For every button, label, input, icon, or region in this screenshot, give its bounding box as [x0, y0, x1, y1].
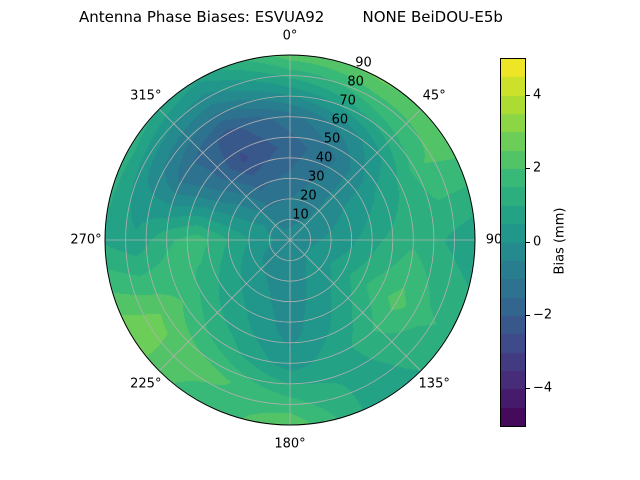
colorbar-tick — [526, 241, 530, 243]
radial-tick-label: 60 — [331, 112, 349, 128]
colorbar-tick-label: 2 — [533, 160, 542, 176]
radial-tick-label: 90 — [355, 55, 372, 71]
angular-tick-label: 135° — [418, 376, 450, 392]
radial-tick-label: 20 — [300, 188, 317, 204]
angular-tick-label: 45° — [422, 88, 446, 104]
colorbar-tick-label: −2 — [533, 307, 553, 323]
radial-tick-label: 70 — [339, 93, 356, 109]
angular-tick-label: 225° — [130, 376, 162, 392]
polar-contour-canvas — [100, 50, 480, 430]
angular-tick-label: 180° — [274, 436, 306, 452]
colorbar-axis-label: Bias (mm) — [552, 207, 568, 275]
angular-tick-label: 270° — [70, 232, 102, 248]
colorbar-tick-label: 0 — [533, 234, 542, 249]
colorbar — [500, 58, 526, 427]
radial-tick-label: 80 — [347, 74, 364, 90]
radial-tick-label: 40 — [315, 150, 333, 166]
colorbar-tick — [526, 314, 530, 316]
colorbar-tick — [526, 94, 530, 96]
angular-tick-label: 0° — [282, 28, 298, 44]
colorbar-tick-label: −4 — [533, 380, 553, 396]
chart-title: Antenna Phase Biases: ESVUA92 NONE BeiDO… — [79, 8, 503, 26]
angular-tick-label: 315° — [130, 88, 162, 104]
angular-tick-label: 90 — [485, 232, 503, 248]
colorbar-tick-label: 4 — [533, 87, 542, 103]
radial-tick-label: 30 — [308, 169, 325, 185]
radial-tick-label: 10 — [292, 207, 309, 222]
radial-tick-label: 50 — [323, 131, 341, 147]
colorbar-tick — [526, 168, 530, 170]
colorbar-tick — [526, 388, 530, 390]
